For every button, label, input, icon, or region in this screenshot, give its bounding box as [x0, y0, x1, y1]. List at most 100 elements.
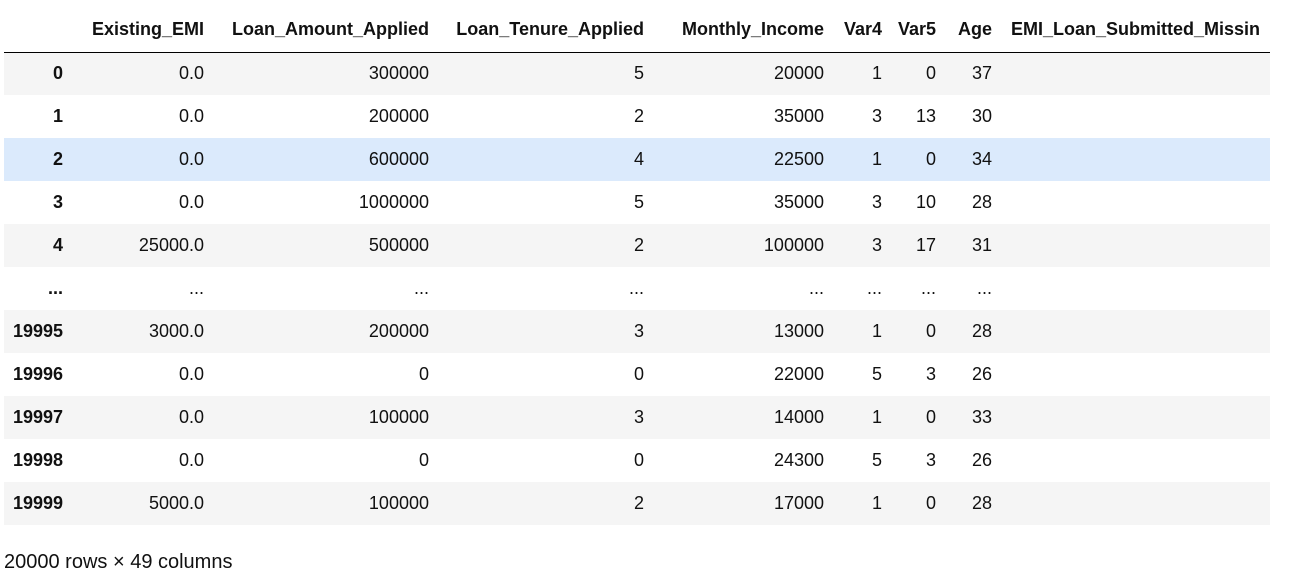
table-cell: 35000	[773, 106, 824, 126]
table-row[interactable]: 3 0.0 1000000 5 35000 3 10 28	[4, 181, 1270, 224]
dataframe-container[interactable]: Existing_EMI Loan_Amount_Applied Loan_Te…	[4, 8, 1270, 525]
table-cell: 0	[925, 321, 936, 341]
table-cell: 20000	[773, 63, 824, 84]
table-cell: 10	[915, 192, 936, 212]
table-cell: 0	[925, 493, 936, 513]
table-cell: 1	[871, 493, 882, 513]
table-cell	[1001, 396, 1270, 439]
table-cell: 5	[633, 63, 644, 84]
table-row[interactable]: 19995 3000.0 200000 3 13000 1 0 28	[4, 310, 1270, 353]
table-cell: 25000.0	[138, 235, 204, 255]
table-cell: 5	[871, 450, 882, 470]
table-cell: 14000	[773, 407, 824, 427]
table-cell: .	[1001, 267, 1270, 310]
table-cell: 5000.0	[148, 493, 204, 513]
row-index: 2	[52, 149, 63, 169]
table-row[interactable]: 1 0.0 200000 2 35000 3 13 30	[4, 95, 1270, 138]
table-row[interactable]: 19996 0.0 0 0 22000 5 3 26	[4, 353, 1270, 396]
table-cell	[1001, 353, 1270, 396]
table-cell: 3	[633, 321, 644, 341]
table-cell: 3	[925, 364, 936, 384]
table-cell: 1	[871, 63, 882, 84]
table-cell: 0.0	[178, 450, 204, 470]
table-row[interactable]: 0 0.0 300000 5 20000 1 0 37	[4, 52, 1270, 95]
row-index: 19998	[12, 450, 63, 470]
table-cell	[1001, 439, 1270, 482]
column-header-monthly-income[interactable]: Monthly_Income	[653, 8, 833, 53]
table-cell: 2	[633, 235, 644, 255]
table-cell	[1001, 95, 1270, 138]
table-body: 0 0.0 300000 5 20000 1 0 37 1 0.0 200000 2 35000 3 13 3…	[4, 52, 1270, 525]
table-cell: 3000.0	[148, 321, 204, 341]
table-cell: 28	[971, 192, 992, 212]
table-cell	[1001, 52, 1270, 95]
column-header-var5[interactable]: Var5	[891, 8, 945, 53]
table-cell: 17	[915, 235, 936, 255]
header-row: Existing_EMI Loan_Amount_Applied Loan_Te…	[4, 8, 1270, 53]
table-cell: 1	[871, 321, 882, 341]
row-index: 19999	[12, 493, 63, 513]
table-cell: ...	[413, 278, 429, 298]
table-cell: 0	[925, 63, 936, 84]
table-row[interactable]: .........................	[4, 267, 1270, 310]
table-cell	[1001, 482, 1270, 525]
row-index: 3	[52, 192, 63, 212]
table-cell: 3	[925, 450, 936, 470]
table-cell: 3	[871, 106, 882, 126]
column-header-emi-loan-submitted-missing[interactable]: EMI_Loan_Submitted_Missin	[1001, 8, 1270, 53]
table-cell: 26	[971, 450, 992, 470]
dataframe-table: Existing_EMI Loan_Amount_Applied Loan_Te…	[4, 8, 1270, 525]
table-cell: 0.0	[178, 63, 204, 84]
table-row[interactable]: 19997 0.0 100000 3 14000 1 0 33	[4, 396, 1270, 439]
index-header	[4, 8, 72, 53]
column-header-var4[interactable]: Var4	[833, 8, 891, 53]
table-cell: 37	[971, 63, 992, 84]
table-cell: 31	[971, 235, 992, 255]
column-header-loan-tenure-applied[interactable]: Loan_Tenure_Applied	[438, 8, 653, 53]
table-cell: 5	[633, 192, 644, 212]
table-cell: 35000	[773, 192, 824, 212]
table-cell: 600000	[368, 149, 429, 169]
table-cell: 1	[871, 407, 882, 427]
table-row[interactable]: 19998 0.0 0 0 24300 5 3 26	[4, 439, 1270, 482]
table-cell: 200000	[368, 321, 429, 341]
table-cell: ...	[188, 278, 204, 298]
table-cell: 13000	[773, 321, 824, 341]
table-cell: 13	[915, 106, 936, 126]
column-header-age[interactable]: Age	[945, 8, 1001, 53]
column-header-loan-amount-applied[interactable]: Loan_Amount_Applied	[213, 8, 438, 53]
table-cell	[1001, 224, 1270, 267]
table-cell: 3	[871, 192, 882, 212]
row-index: 0	[52, 63, 63, 84]
table-row[interactable]: 19999 5000.0 100000 2 17000 1 0 28	[4, 482, 1270, 525]
table-cell: 300000	[368, 63, 429, 84]
table-cell: 0	[925, 407, 936, 427]
table-cell: 0	[418, 450, 429, 470]
table-cell: 0.0	[178, 106, 204, 126]
row-index: 4	[52, 235, 63, 255]
table-cell: 5	[871, 364, 882, 384]
table-cell: 0	[418, 364, 429, 384]
table-cell: 17000	[773, 493, 824, 513]
row-index: 1	[52, 106, 63, 126]
table-cell: 0	[633, 364, 644, 384]
row-index: 19996	[12, 364, 63, 384]
table-cell: 500000	[368, 235, 429, 255]
table-cell: 24300	[773, 450, 824, 470]
table-cell: 100000	[368, 493, 429, 513]
row-index: 19995	[12, 321, 63, 341]
table-cell: 0	[925, 149, 936, 169]
table-row[interactable]: 4 25000.0 500000 2 100000 3 17 31	[4, 224, 1270, 267]
row-index: 19997	[12, 407, 63, 427]
table-cell: 28	[971, 493, 992, 513]
table-cell: 3	[633, 407, 644, 427]
table-cell: 100000	[763, 235, 824, 255]
table-cell: 26	[971, 364, 992, 384]
table-cell: 2	[633, 493, 644, 513]
column-header-existing-emi[interactable]: Existing_EMI	[72, 8, 213, 53]
table-cell: 0	[633, 450, 644, 470]
table-row[interactable]: 2 0.0 600000 4 22500 1 0 34	[4, 138, 1270, 181]
table-cell: 0.0	[178, 364, 204, 384]
table-cell: 1	[871, 149, 882, 169]
